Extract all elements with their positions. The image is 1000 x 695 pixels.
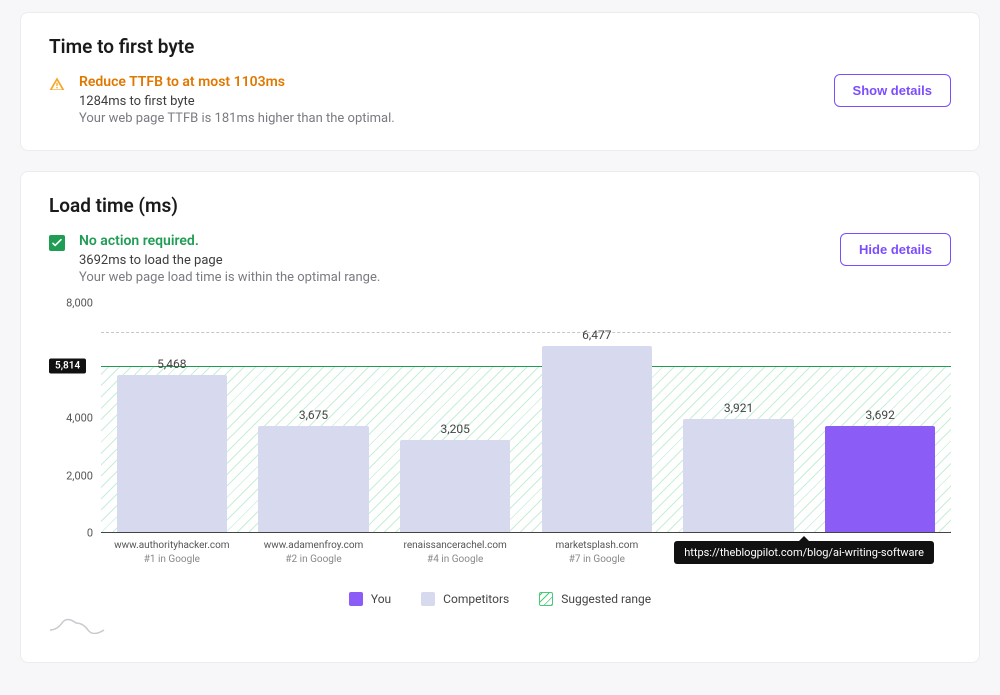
check-icon xyxy=(49,235,67,285)
chart-plot-area: 5,4683,6753,2056,4773,9213,692 02,0004,0… xyxy=(101,303,951,533)
bar-rect xyxy=(258,426,369,532)
suggested-range-badge: 5,814 xyxy=(49,358,86,373)
bar-rect xyxy=(683,419,794,532)
bar-competitor[interactable]: 3,921 xyxy=(668,401,810,532)
y-tick: 0 xyxy=(49,527,93,540)
bar-rect xyxy=(825,426,936,532)
x-axis-labels: www.authorityhacker.com#1 in Googlewww.a… xyxy=(101,539,951,566)
bar-competitor[interactable]: 5,468 xyxy=(101,357,243,532)
legend-competitors: Competitors xyxy=(421,592,509,606)
bars-container: 5,468 3,675 3,205 6,477 3,921 3,692 xyxy=(101,303,951,532)
warning-icon xyxy=(49,76,67,126)
sparkline-icon xyxy=(49,616,951,638)
loadtime-issue-sub: 3692ms to load the page xyxy=(79,253,380,268)
x-axis-label: renaissancerachel.com#4 in Google xyxy=(384,539,526,566)
x-axis-label: www.adamenfroy.com#2 in Google xyxy=(243,539,385,566)
ttfb-issue-desc: Your web page TTFB is 181ms higher than … xyxy=(79,111,395,126)
x-axis-label: marketsplash.com#7 in Google xyxy=(526,539,668,566)
y-tick: 4,000 xyxy=(49,412,93,425)
bar-rect xyxy=(117,375,228,532)
ttfb-issue-row: Reduce TTFB to at most 1103ms 1284ms to … xyxy=(49,74,951,126)
bar-value-label: 5,468 xyxy=(157,357,186,371)
ttfb-card: Time to first byte Reduce TTFB to at mos… xyxy=(20,12,980,151)
y-tick: 2,000 xyxy=(49,469,93,482)
ttfb-issue-sub: 1284ms to first byte xyxy=(79,94,395,109)
bar-tooltip: https://theblogpilot.com/blog/ai-writing… xyxy=(674,541,934,564)
bar-value-label: 6,477 xyxy=(582,328,611,342)
legend-you: You xyxy=(349,592,391,606)
loadtime-issue-title: No action required. xyxy=(79,233,380,249)
x-axis-label: www.authorityhacker.com#1 in Google xyxy=(101,539,243,566)
show-details-button[interactable]: Show details xyxy=(834,74,951,107)
bar-value-label: 3,921 xyxy=(724,401,753,415)
bar-rect xyxy=(400,440,511,532)
loadtime-issue-desc: Your web page load time is within the op… xyxy=(79,270,380,285)
bar-competitor[interactable]: 3,675 xyxy=(243,408,385,532)
y-tick: 8,000 xyxy=(49,297,93,310)
chart-legend: You Competitors Suggested range xyxy=(49,592,951,606)
loadtime-chart: 5,814 5,468 3,675 3,205 6,477 3,921 3,692 0 2,… xyxy=(49,303,951,638)
ttfb-issue-title: Reduce TTFB to at most 1103ms xyxy=(79,74,395,90)
bar-value-label: 3,675 xyxy=(299,408,328,422)
bar-competitor[interactable]: 6,477 xyxy=(526,328,668,532)
loadtime-issue-row: No action required. 3692ms to load the p… xyxy=(49,233,951,285)
loadtime-card: Load time (ms) No action required. 3692m… xyxy=(20,171,980,663)
bar-value-label: 3,205 xyxy=(441,422,470,436)
bar-competitor[interactable]: 3,205 xyxy=(384,422,526,532)
bar-you[interactable]: 3,692 xyxy=(809,408,951,532)
loadtime-title: Load time (ms) xyxy=(49,194,951,217)
legend-range: Suggested range xyxy=(539,592,651,606)
ttfb-title: Time to first byte xyxy=(49,35,951,58)
bar-value-label: 3,692 xyxy=(866,408,895,422)
hide-details-button[interactable]: Hide details xyxy=(840,233,951,266)
bar-rect xyxy=(542,346,653,532)
